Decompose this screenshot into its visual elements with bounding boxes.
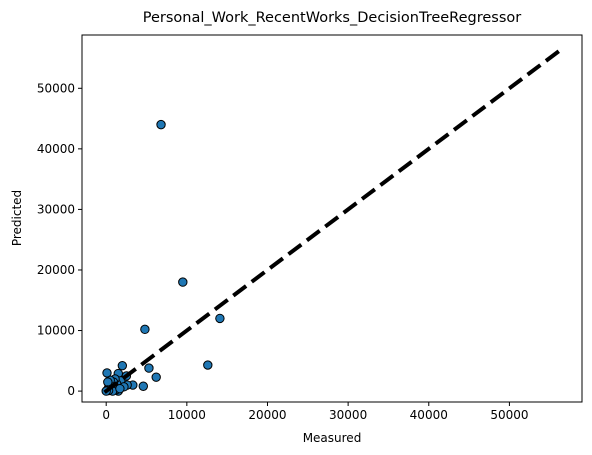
- chart-title: Personal_Work_RecentWorks_DecisionTreeRe…: [143, 10, 522, 26]
- x-tick-label: 40000: [410, 408, 448, 422]
- x-tick-label: 50000: [490, 408, 528, 422]
- data-point: [156, 119, 166, 130]
- x-tick-label: 10000: [168, 408, 206, 422]
- y-axis-label: Predicted: [10, 190, 24, 246]
- x-tick-label: 30000: [329, 408, 367, 422]
- y-tick-label: 20000: [37, 263, 75, 277]
- data-point: [102, 368, 112, 378]
- data-point: [140, 324, 150, 335]
- y-tick-label: 50000: [37, 81, 75, 95]
- plot-marks: [101, 45, 566, 396]
- plot-frame: [81, 34, 583, 403]
- data-point: [117, 360, 128, 371]
- data-point: [144, 363, 154, 373]
- y-tick-label: 30000: [37, 202, 75, 216]
- y-tick-label: 0: [67, 384, 75, 398]
- reference-line: [103, 45, 566, 394]
- y-axis-ticks: 0 10000 20000 30000 40000 50000: [37, 81, 82, 398]
- y-tick-label: 10000: [37, 324, 75, 338]
- data-point: [115, 383, 125, 394]
- data-point: [151, 372, 161, 382]
- x-tick-label: 0: [102, 408, 110, 422]
- x-axis-ticks: 0 10000 20000 30000 40000 50000: [102, 402, 529, 422]
- data-point: [215, 313, 225, 324]
- x-tick-label: 20000: [248, 408, 286, 422]
- data-point: [138, 381, 148, 391]
- data-point: [203, 360, 213, 370]
- y-tick-label: 40000: [37, 142, 75, 156]
- data-point: [178, 277, 188, 287]
- x-axis-label: Measured: [303, 431, 362, 445]
